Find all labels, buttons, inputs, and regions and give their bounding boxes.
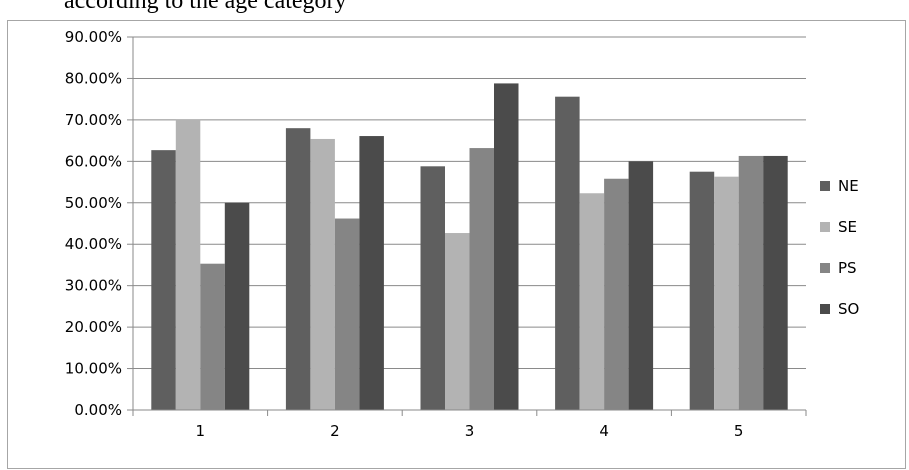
bar-ps-1 bbox=[200, 263, 225, 410]
bar-ps-5 bbox=[738, 155, 764, 410]
legend-label-ne: NE bbox=[838, 177, 859, 195]
bar-so-2 bbox=[359, 136, 384, 410]
y-tick-label: 70.00% bbox=[65, 111, 122, 129]
legend-swatch-ps bbox=[820, 263, 830, 273]
x-tick-label: 4 bbox=[599, 422, 609, 440]
bar-ne-2 bbox=[285, 128, 311, 410]
bar-se-2 bbox=[310, 138, 335, 410]
y-tick-labels: 0.00% 10.00% 20.00% 30.00% 40.00% 50.00% 60.00… bbox=[65, 28, 122, 419]
bar-ps-4 bbox=[604, 178, 629, 410]
legend: NE SE PS SO bbox=[820, 177, 859, 318]
bar-ps-2 bbox=[334, 218, 360, 410]
x-tick-labels: 1 2 3 4 5 bbox=[196, 422, 744, 440]
y-tick-label: 90.00% bbox=[65, 28, 122, 46]
legend-label-so: SO bbox=[838, 300, 859, 318]
bar-se-5 bbox=[714, 176, 739, 410]
y-tick-label: 40.00% bbox=[65, 235, 122, 253]
axes bbox=[127, 36, 807, 416]
bar-so-3 bbox=[494, 83, 519, 410]
bar-ne-1 bbox=[151, 150, 176, 411]
x-tick-label: 2 bbox=[330, 422, 340, 440]
legend-swatch-so bbox=[820, 304, 830, 314]
x-tick-label: 5 bbox=[734, 422, 744, 440]
y-tick-label: 0.00% bbox=[74, 401, 122, 419]
bars bbox=[151, 83, 788, 411]
legend-label-se: SE bbox=[838, 218, 857, 236]
y-tick-label: 50.00% bbox=[65, 194, 122, 212]
chart-caption: according to the age category bbox=[64, 0, 347, 14]
bar-so-4 bbox=[628, 161, 654, 410]
y-tick-label: 30.00% bbox=[65, 277, 122, 295]
bar-se-1 bbox=[175, 119, 201, 410]
x-tick-label: 3 bbox=[465, 422, 475, 440]
bar-ps-3 bbox=[469, 148, 494, 410]
y-tick-label: 60.00% bbox=[65, 152, 122, 170]
bar-se-4 bbox=[579, 193, 605, 410]
bar-so-1 bbox=[224, 202, 250, 410]
y-tick-label: 20.00% bbox=[65, 318, 122, 336]
legend-label-ps: PS bbox=[838, 259, 857, 277]
bar-ne-5 bbox=[689, 171, 715, 410]
bar-so-5 bbox=[763, 155, 788, 410]
y-tick-label: 80.00% bbox=[65, 69, 122, 87]
y-tick-label: 10.00% bbox=[65, 360, 122, 378]
legend-swatch-ne bbox=[820, 181, 830, 191]
bar-ne-3 bbox=[420, 166, 445, 410]
legend-swatch-se bbox=[820, 222, 830, 232]
x-tick-label: 1 bbox=[196, 422, 206, 440]
bar-se-3 bbox=[445, 233, 470, 410]
bar-ne-4 bbox=[555, 96, 580, 411]
